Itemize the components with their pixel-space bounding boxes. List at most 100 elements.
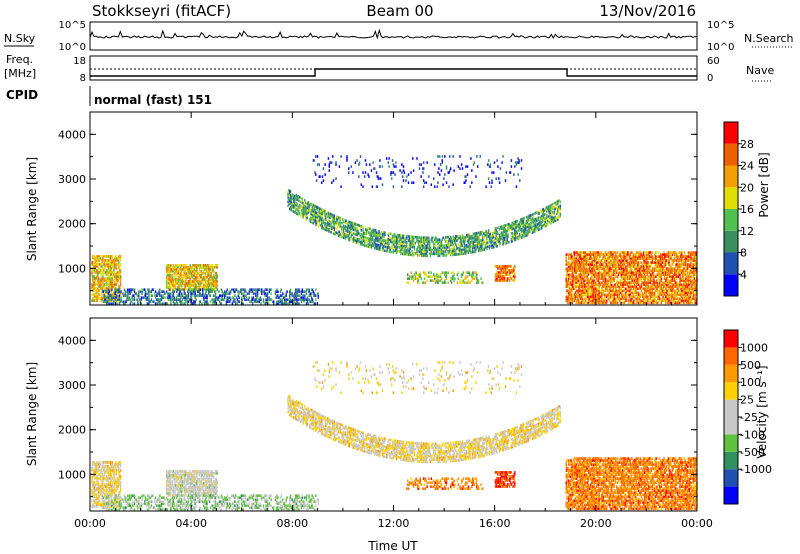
power-cell [256, 294, 259, 297]
power-cell [482, 236, 484, 240]
power-cell [154, 290, 157, 293]
power-cell [573, 283, 576, 286]
power-cell [168, 292, 170, 295]
power-cell [599, 271, 601, 274]
power-cell [330, 227, 332, 230]
power-cell [181, 276, 184, 279]
power-cell [167, 274, 170, 277]
power-cell [520, 228, 522, 232]
power-cell [589, 293, 591, 297]
power-cell [289, 294, 291, 297]
power-cell [337, 216, 340, 219]
power-cell [212, 302, 214, 305]
power-cell [203, 284, 205, 287]
power-cell [386, 246, 389, 249]
power-cell [573, 277, 576, 280]
power-cell [310, 288, 313, 291]
power-cell [608, 273, 610, 276]
power-cell [321, 214, 323, 217]
power-cell [409, 243, 411, 247]
power-cell [197, 294, 199, 297]
power-cell [189, 280, 191, 283]
power-cell [598, 269, 600, 272]
power-cell [622, 289, 624, 293]
power-cell [450, 237, 453, 241]
power-cell [535, 217, 537, 221]
power-cell [319, 215, 321, 219]
power-cell [214, 282, 217, 285]
power-cell [406, 237, 408, 240]
power-cell [598, 253, 600, 256]
power-cell [160, 298, 162, 301]
power-cell [584, 287, 586, 291]
power-cell [439, 250, 441, 254]
power-cell [641, 299, 643, 303]
power-cell [156, 292, 159, 295]
power-cell [211, 268, 213, 271]
power-cell [631, 281, 633, 284]
power-cell [610, 259, 612, 262]
power-cell [315, 211, 317, 214]
power-cell [590, 267, 593, 270]
power-cell [365, 230, 368, 234]
power-cell [417, 254, 419, 257]
power-cell [568, 275, 570, 278]
power-cell [165, 268, 168, 271]
power-cell [485, 231, 487, 235]
power-cell [511, 227, 513, 231]
power-cell [470, 237, 472, 240]
power-cell [203, 268, 206, 271]
power-cell [583, 259, 585, 262]
power-cell [352, 222, 354, 225]
power-cell [252, 292, 255, 295]
power-cell [602, 277, 605, 280]
power-cell [568, 265, 570, 268]
power-cell [611, 263, 614, 266]
power-cell [393, 233, 395, 236]
power-cell [103, 294, 105, 297]
power-cell [272, 302, 275, 305]
power-cell [568, 267, 571, 270]
power-cell [176, 264, 179, 267]
power-cell [183, 292, 186, 295]
power-cell [570, 265, 572, 268]
power-cell [581, 293, 583, 297]
power-cell [290, 194, 293, 198]
power-cell [205, 300, 207, 303]
power-cell [630, 259, 632, 262]
power-cell [627, 263, 629, 266]
power-cell [477, 247, 480, 251]
power-cell [611, 277, 614, 280]
power-cell [635, 291, 637, 295]
power-cell [339, 217, 341, 220]
power-cell [586, 287, 589, 291]
power-cell [633, 257, 636, 260]
power-cell [287, 192, 289, 196]
power-cell [630, 261, 632, 264]
power-cell [520, 218, 523, 221]
power-cell [101, 291, 103, 294]
power-cell [567, 283, 569, 286]
power-cell [567, 295, 569, 299]
power-cell [642, 255, 644, 258]
power-cell [112, 279, 114, 282]
power-cell [597, 275, 599, 278]
power-cell [641, 271, 643, 274]
power-cell [441, 238, 444, 241]
power-cell [436, 240, 438, 244]
power-cell [611, 297, 614, 301]
power-cell [92, 255, 94, 258]
power-cell [395, 241, 397, 245]
power-cell [615, 291, 617, 295]
power-cell [456, 239, 459, 242]
power-cell [186, 274, 188, 277]
power-cell [107, 277, 109, 280]
power-cell [572, 273, 574, 276]
power-cell [100, 297, 102, 300]
power-cell [204, 284, 207, 287]
power-cell [93, 265, 95, 268]
power-cell [220, 296, 223, 299]
power-cell [147, 302, 149, 305]
power-cell [335, 217, 337, 220]
power-cell [515, 220, 518, 223]
